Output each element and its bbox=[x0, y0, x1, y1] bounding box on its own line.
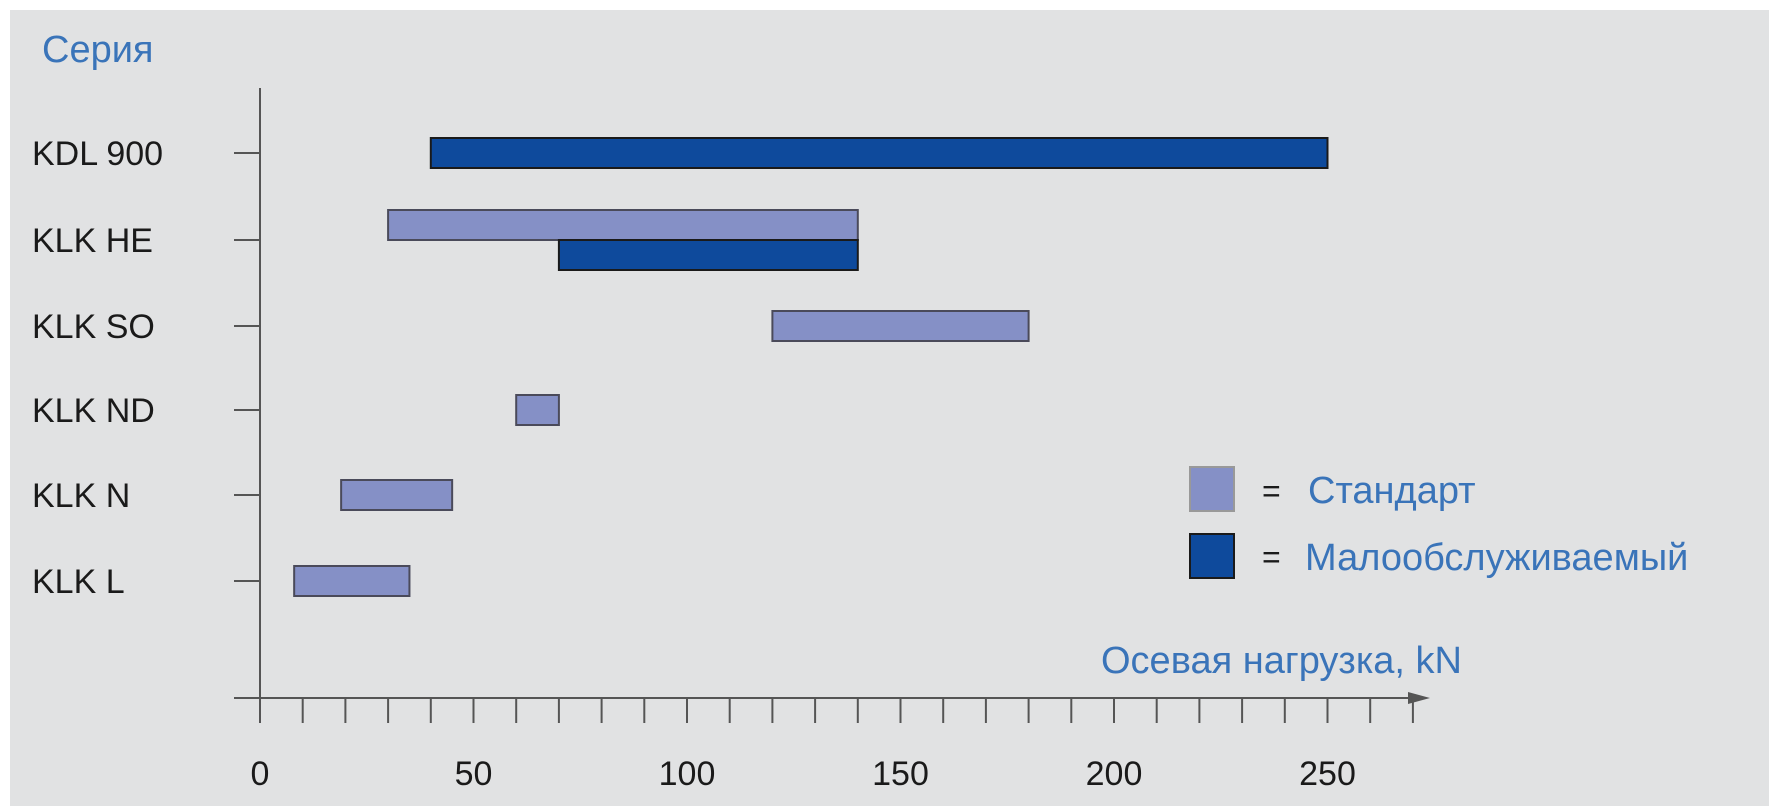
bar-klk-so-series-0 bbox=[771, 310, 1030, 342]
legend: = Стандарт = Малообслуживаемый bbox=[1189, 466, 1688, 579]
legend-label-low-maintenance: Малообслуживаемый bbox=[1305, 537, 1688, 579]
bar-klk-l-series-0 bbox=[293, 565, 411, 597]
category-label-klk-l: KLK L bbox=[32, 563, 125, 601]
bar-klk-nd-series-0 bbox=[515, 394, 560, 426]
x-axis-title: Осевая нагрузка, kN bbox=[1101, 640, 1462, 682]
category-label-kdl-900: KDL 900 bbox=[32, 135, 163, 173]
legend-equals-low-maintenance: = bbox=[1262, 539, 1281, 575]
bars bbox=[293, 137, 1329, 597]
x-tick-label-150: 150 bbox=[872, 755, 929, 793]
x-tick-label-50: 50 bbox=[455, 755, 493, 793]
category-label-klk-n: KLK N bbox=[32, 477, 130, 515]
x-tick-label-100: 100 bbox=[659, 755, 716, 793]
bar-klk-n-series-0 bbox=[340, 479, 454, 511]
legend-equals-standard: = bbox=[1262, 473, 1281, 509]
legend-swatch-low-maintenance bbox=[1189, 533, 1235, 579]
x-tick-label-0: 0 bbox=[251, 755, 270, 793]
bar-kdl-900-series-1 bbox=[429, 137, 1329, 169]
bar-klk-he-series-1 bbox=[557, 239, 859, 271]
legend-swatch-standard bbox=[1189, 466, 1235, 512]
x-tick-label-200: 200 bbox=[1086, 755, 1143, 793]
y-axis-title: Серия bbox=[42, 29, 154, 71]
bar-klk-he-series-0 bbox=[387, 209, 859, 241]
legend-label-standard: Стандарт bbox=[1308, 470, 1476, 512]
x-axis-ticks: 0 50 100 150 200 250 bbox=[251, 698, 1414, 793]
category-label-klk-so: KLK SO bbox=[32, 308, 155, 346]
chart-background bbox=[10, 10, 1769, 806]
category-label-klk-he: KLK HE bbox=[32, 222, 153, 260]
x-tick-label-250: 250 bbox=[1299, 755, 1356, 793]
category-label-klk-nd: KLK ND bbox=[32, 392, 155, 430]
category-axis: KDL 900 KLK HE KLK SO KLK ND KLK N KLK L bbox=[32, 135, 260, 601]
